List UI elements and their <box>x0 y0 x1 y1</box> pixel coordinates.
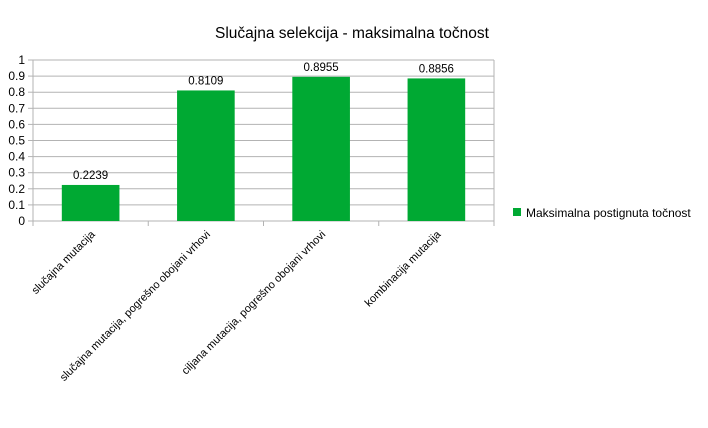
y-tick-label: 0.6 <box>8 117 25 131</box>
data-labels: 0.2239 0.8109 0.8955 0.8856 <box>73 62 454 182</box>
data-label: 0.8109 <box>188 75 223 87</box>
chart-title: Slučajna selekcija - maksimalna točnost <box>215 25 490 42</box>
y-tick-label: 0.5 <box>8 134 25 148</box>
bar <box>177 90 235 221</box>
y-tick-label: 0.9 <box>8 69 25 83</box>
y-tick-label: 0.8 <box>8 85 25 99</box>
data-label: 0.8856 <box>419 63 454 75</box>
x-category-label: kombinacija mutacija <box>363 228 444 309</box>
y-tick-label: 0.1 <box>8 198 25 212</box>
legend: Maksimalna postignuta točnost <box>513 206 691 220</box>
y-tick-label: 0.2 <box>8 182 25 196</box>
bars <box>61 76 466 222</box>
data-label: 0.8955 <box>304 62 339 74</box>
legend-label: Maksimalna postignuta točnost <box>526 206 691 220</box>
y-tick-label: 0.4 <box>8 150 25 164</box>
y-tick-label: 0.3 <box>8 166 25 180</box>
legend-swatch <box>513 208 521 216</box>
x-category-label: ciljana mutacija, pogrešno obojani vrhov… <box>180 229 329 378</box>
x-category-label: slučajna mutacija <box>30 228 99 297</box>
y-axis-ticks: 0 0.1 0.2 0.3 0.4 0.5 0.6 0.7 0.8 0.9 1 <box>8 53 33 228</box>
y-tick-label: 0.7 <box>8 101 25 115</box>
data-label: 0.2239 <box>73 170 108 182</box>
bar <box>292 76 350 222</box>
bar <box>61 184 120 221</box>
y-tick-label: 1 <box>18 53 25 67</box>
bar <box>407 78 466 222</box>
y-tick-label: 0 <box>18 214 25 228</box>
